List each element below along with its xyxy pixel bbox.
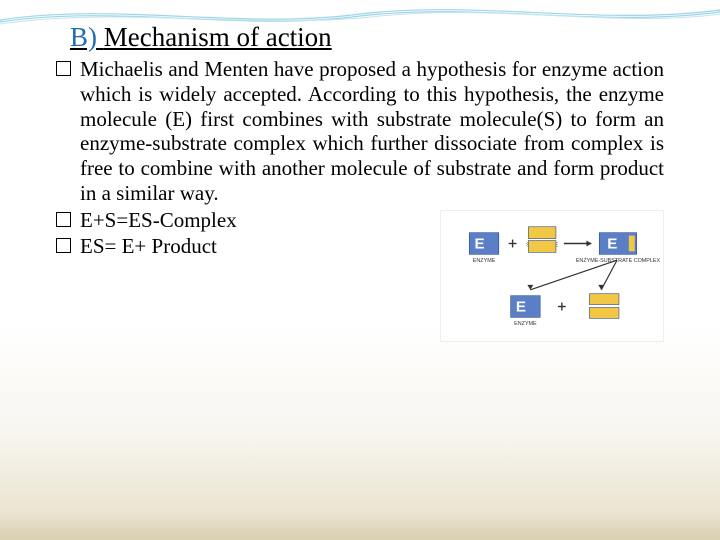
equation-text: ES= E+ Product (80, 234, 217, 258)
svg-text:ENZYME: ENZYME (473, 258, 496, 264)
slide-content: B) Mechanism of action Michaelis and Men… (0, 0, 720, 342)
svg-text:E: E (607, 235, 617, 252)
equation-item: ES= E+ Product (56, 234, 432, 259)
heading-prefix: B) (70, 22, 97, 52)
equation-text: E+S=ES-Complex (80, 208, 237, 232)
heading-title: Mechanism of action (104, 22, 332, 52)
bullet-icon (56, 238, 71, 253)
svg-text:E: E (475, 235, 485, 252)
body-text: Michaelis and Menten have proposed a hyp… (56, 57, 664, 342)
equation-item: E+S=ES-Complex (56, 208, 432, 233)
paragraph-item: Michaelis and Menten have proposed a hyp… (56, 57, 664, 206)
bullet-icon (56, 212, 71, 227)
diagram-svg: EENZYMESUBSTRATEEENZYME-SUBSTRATE COMPLE… (441, 211, 663, 341)
bullet-icon (56, 61, 71, 76)
slide-heading: B) Mechanism of action (70, 22, 664, 53)
svg-text:E: E (516, 298, 526, 315)
svg-text:ENZYME-SUBSTRATE COMPLEX: ENZYME-SUBSTRATE COMPLEX (576, 258, 661, 264)
enzyme-diagram: EENZYMESUBSTRATEEENZYME-SUBSTRATE COMPLE… (440, 210, 664, 342)
paragraph-text: Michaelis and Menten have proposed a hyp… (80, 57, 664, 205)
svg-text:ENZYME: ENZYME (514, 321, 537, 327)
